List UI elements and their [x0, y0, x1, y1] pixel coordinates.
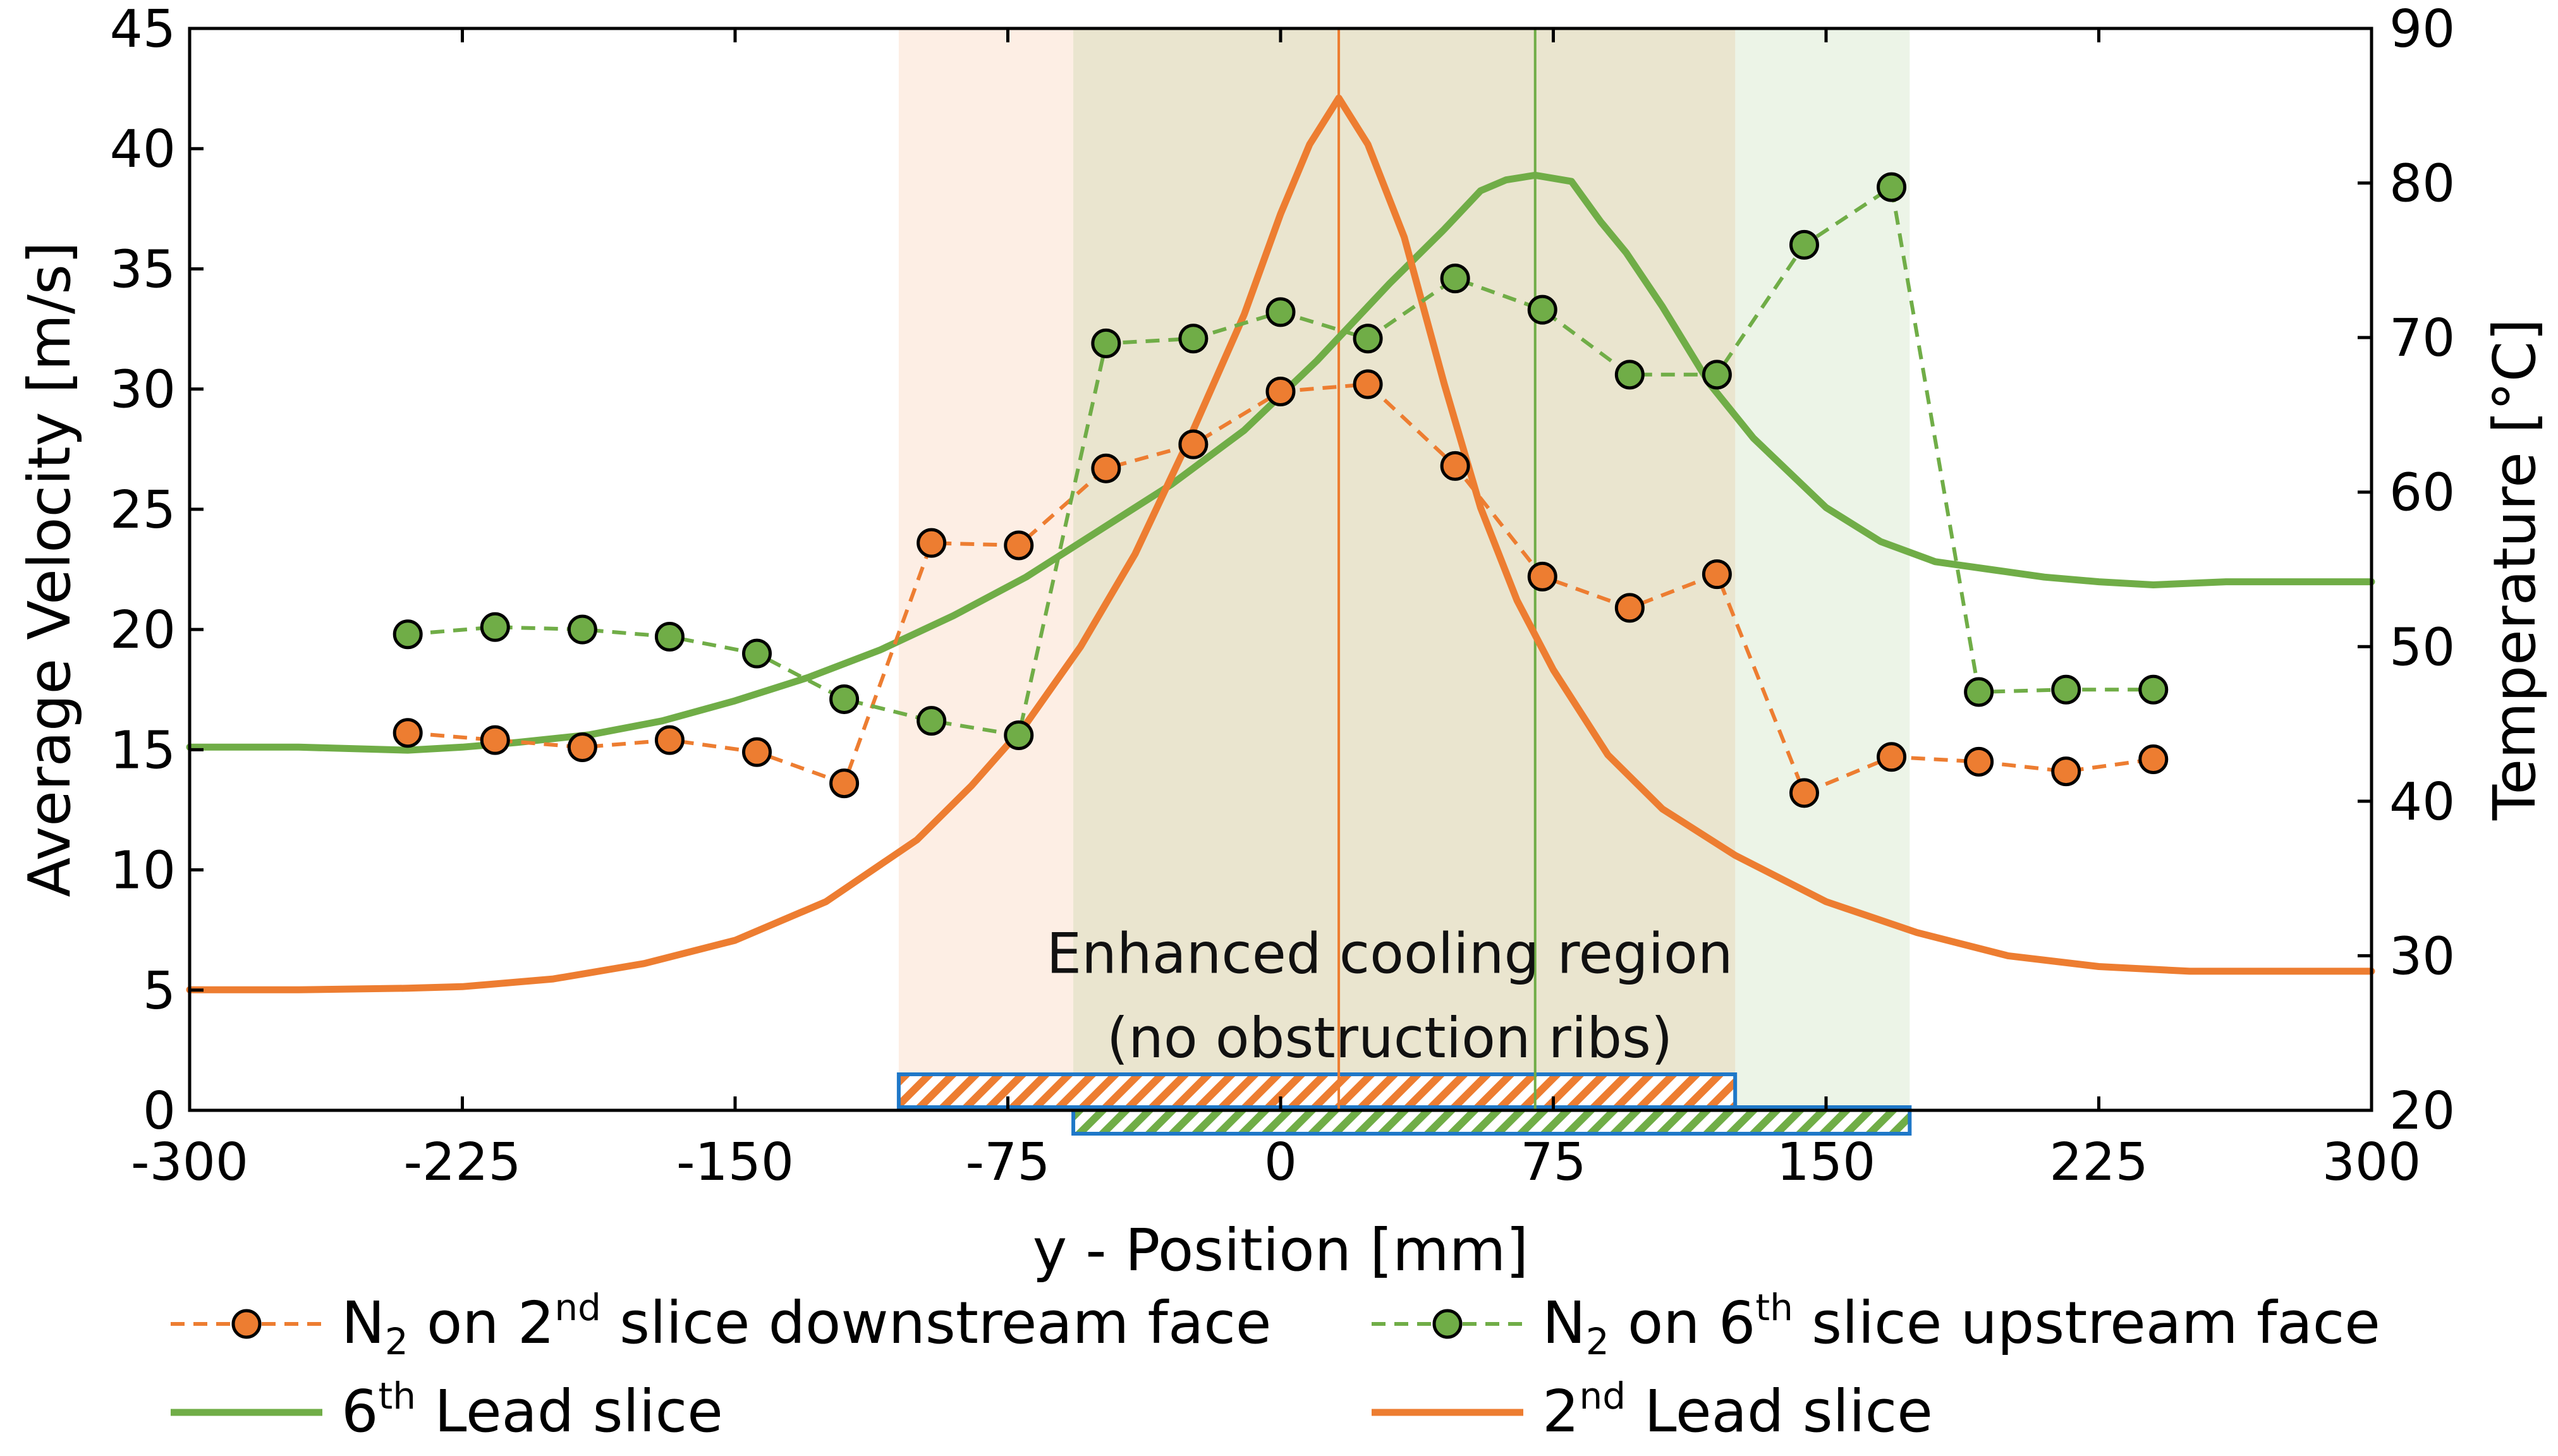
legend-label: N2 on 6th slice upstream face	[1542, 1286, 2380, 1363]
x-tick-label: 225	[2049, 1132, 2148, 1192]
series-2-point	[1789, 229, 1819, 260]
series-2-point	[2051, 674, 2081, 705]
series-1-point	[1265, 376, 1296, 406]
series-2-point	[1527, 294, 1557, 325]
series-2-point	[1964, 677, 1994, 707]
series-2-point	[567, 614, 597, 645]
y-right-tick-label: 20	[2389, 1081, 2455, 1141]
region-bar-2nd-slice	[896, 1072, 1738, 1109]
region-6th-slice	[1073, 28, 1910, 1110]
series-2-point	[917, 706, 947, 736]
series-1-point	[829, 768, 860, 799]
series-2-point	[1004, 720, 1034, 751]
legend-label: 6th Lead slice	[341, 1374, 723, 1445]
series-1-point	[1702, 559, 1732, 590]
series-2-point	[654, 622, 685, 652]
legend-swatch-marker	[1432, 1309, 1463, 1339]
series-1-point	[1178, 429, 1209, 459]
legend-item-1: N2 on 2nd slice downstream face	[171, 1286, 1272, 1363]
y-right-tick-label: 90	[2389, 0, 2455, 59]
series-2-point	[1178, 324, 1209, 354]
axes: -300 -225 -150 -75 0 75 150 225 300 0 5 10 15 20 25 30 3…	[110, 0, 2456, 1192]
series-1-point	[1004, 530, 1034, 561]
series	[186, 94, 2375, 993]
series-1-point	[1353, 369, 1383, 399]
x-tick-label: 75	[1520, 1132, 1586, 1192]
series-2-point	[480, 612, 510, 642]
series-2-point	[1702, 360, 1732, 390]
y-left-tick-label: 10	[110, 841, 176, 901]
series-2-point	[393, 619, 423, 650]
y-right-tick-label: 30	[2389, 926, 2455, 986]
x-tick-label: 0	[1264, 1132, 1297, 1192]
series-1-point	[1614, 593, 1645, 623]
series-1-point	[1789, 778, 1819, 808]
legend-swatch-marker	[231, 1309, 262, 1339]
series-4-line	[186, 94, 2375, 993]
x-tick-label: -300	[131, 1132, 248, 1192]
y-left-tick-label: 20	[110, 600, 176, 660]
legend-item-4: 2nd Lead slice	[1372, 1374, 1933, 1445]
y-axis-left-title: Average Velocity [m/s]	[16, 241, 83, 897]
legend-item-2: N2 on 6th slice upstream face	[1372, 1286, 2380, 1363]
y-right-tick-label: 60	[2389, 463, 2455, 523]
y-right-tick-label: 40	[2389, 772, 2455, 832]
y-left-tick-label: 30	[110, 360, 176, 420]
legend-item-3: 6th Lead slice	[171, 1374, 723, 1445]
y-left-tick-label: 15	[110, 720, 176, 780]
series-1-point	[742, 737, 772, 767]
series-2-point	[1440, 264, 1470, 294]
x-tick-label: -150	[676, 1132, 794, 1192]
x-tick-label: -225	[403, 1132, 521, 1192]
y-left-tick-label: 0	[143, 1081, 176, 1141]
y-left-tick-label: 25	[110, 480, 176, 540]
legend-label: N2 on 2nd slice downstream face	[341, 1286, 1272, 1363]
series-2-point	[1614, 360, 1645, 390]
axis-titles: y - Position [mm] Average Velocity [m/s]…	[16, 241, 2549, 1284]
series-1-point	[2051, 756, 2081, 787]
x-tick-label: 300	[2322, 1132, 2421, 1192]
cooling-regions	[898, 28, 1910, 1110]
y-left-tick-label: 40	[110, 119, 176, 179]
y-axis-right-title: Temperature [°C]	[2481, 318, 2549, 821]
x-tick-label: -75	[966, 1132, 1051, 1192]
series-1-point	[917, 528, 947, 558]
y-left-tick-label: 45	[110, 0, 176, 59]
y-right-tick-label: 80	[2389, 154, 2455, 214]
series-1-point	[1877, 742, 1907, 772]
series-1-point	[1091, 453, 1121, 483]
y-right-tick-label: 50	[2389, 617, 2455, 677]
series-1-point	[2138, 744, 2169, 775]
y-right-tick-label: 70	[2389, 308, 2455, 368]
x-axis-title: y - Position [mm]	[1033, 1216, 1529, 1284]
series-2-point	[1265, 297, 1296, 327]
series-1-point	[1527, 561, 1557, 592]
series-2-point	[1353, 324, 1383, 354]
y-left-tick-label: 5	[143, 961, 176, 1021]
legend: N2 on 2nd slice downstream face N2 on 6th…	[171, 1286, 2380, 1445]
legend-label: 2nd Lead slice	[1542, 1374, 1933, 1445]
series-1-point	[480, 725, 510, 755]
series-2-point	[1091, 328, 1121, 358]
annotation-line-2: (no obstruction ribs)	[1107, 1005, 1673, 1071]
x-tick-label: 150	[1777, 1132, 1876, 1192]
series-1-point	[654, 725, 685, 755]
series-3-line	[186, 171, 2375, 754]
series-1-point	[567, 732, 597, 763]
y-left-tick-label: 35	[110, 240, 176, 300]
series-2-point	[1877, 172, 1907, 202]
series-2-point	[2138, 674, 2169, 705]
annotation-line-1: Enhanced cooling region	[1047, 921, 1733, 986]
series-2-point	[829, 684, 860, 714]
annotation: Enhanced cooling region (no obstruction …	[1047, 921, 1733, 1071]
series-1-point	[1964, 746, 1994, 777]
series-1-point	[393, 718, 423, 748]
series-1-point	[1440, 451, 1470, 481]
series-2-point	[742, 638, 772, 669]
